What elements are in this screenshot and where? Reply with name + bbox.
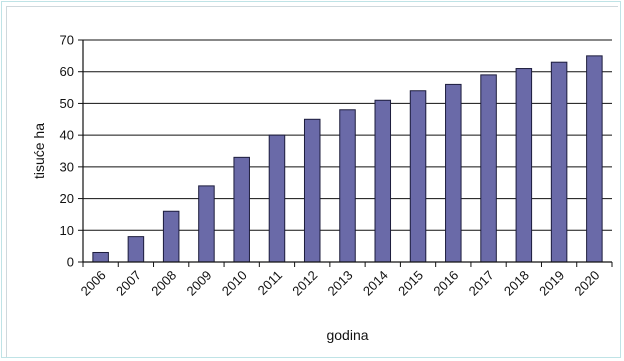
x-tick-label: 2018 — [501, 268, 532, 299]
y-tick-label: 0 — [67, 255, 74, 270]
y-tick-label: 10 — [60, 223, 74, 238]
bar-2008 — [162, 210, 180, 263]
bar-2006 — [92, 251, 109, 263]
y-tick-label: 50 — [60, 96, 74, 111]
bar-2015 — [409, 90, 427, 263]
x-tick-label: 2014 — [360, 268, 391, 299]
x-tick-label: 2008 — [148, 268, 179, 299]
x-tick-label: 2013 — [325, 268, 356, 299]
x-tick-label: 2016 — [430, 268, 461, 299]
x-tick-label: 2020 — [571, 268, 602, 299]
bar-2011 — [268, 134, 286, 263]
axes — [78, 39, 613, 267]
bar-2012 — [303, 118, 321, 263]
x-tick-label: 2012 — [289, 268, 320, 299]
y-tick-labels: 0 10 20 30 40 50 60 70 — [60, 33, 74, 270]
y-tick-label: 20 — [60, 191, 74, 206]
y-axis-title: tisuće ha — [31, 123, 47, 179]
bar-2014 — [374, 99, 392, 263]
y-tick-label: 40 — [60, 128, 74, 143]
bar-2013 — [339, 109, 356, 263]
x-tick-label: 2019 — [536, 268, 567, 299]
bar-2020 — [586, 55, 603, 263]
x-tick-label: 2010 — [219, 268, 250, 299]
bar-2009 — [198, 185, 215, 263]
bars — [92, 55, 603, 263]
x-tick-label: 2015 — [395, 268, 426, 299]
x-axis-title: godina — [326, 327, 368, 343]
bar-2018 — [515, 68, 533, 263]
bar-2017 — [480, 74, 497, 263]
bar-2007 — [127, 236, 145, 263]
y-tick-label: 30 — [60, 159, 74, 174]
x-tick-label: 2009 — [183, 268, 214, 299]
y-tick-label: 70 — [60, 33, 74, 48]
bar-2019 — [550, 61, 568, 263]
bar-2016 — [445, 83, 462, 263]
x-tick-label: 2011 — [255, 268, 285, 298]
y-tick-label: 60 — [60, 64, 74, 79]
bar-2010 — [233, 156, 250, 263]
x-tick-label: 2007 — [113, 268, 144, 299]
x-tick-label: 2006 — [78, 268, 109, 299]
x-tick-labels: 2006 2007 2008 2009 2010 2011 2012 2013 2014 2015… — [78, 268, 603, 299]
x-tick-label: 2017 — [466, 268, 497, 299]
